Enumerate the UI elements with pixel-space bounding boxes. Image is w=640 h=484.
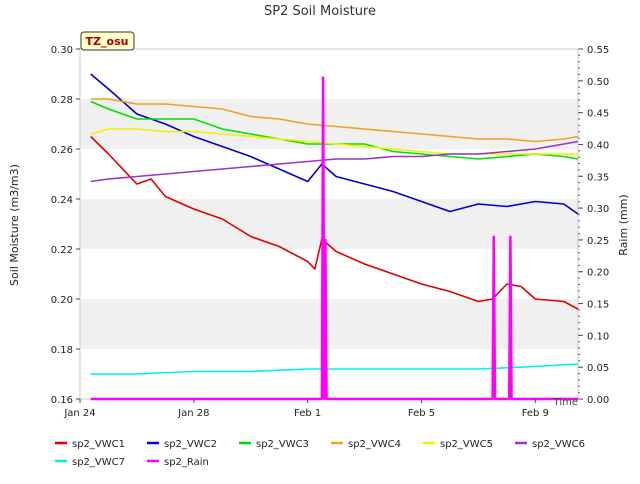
series-line-sp2-vwc6: [90, 140, 579, 183]
y2-tick-label: 0.20: [587, 268, 609, 279]
series-line-sp2-vwc7: [90, 363, 579, 375]
y2-tick-label: 0.30: [587, 204, 609, 215]
x-tick-label: Jan 28: [177, 408, 209, 419]
y-axis-label: Soil Moisture (m3/m3): [8, 164, 21, 286]
x-axis-label: Time: [553, 397, 578, 408]
legend-label: sp2_VWC6: [532, 439, 585, 450]
legend-label: sp2_Rain: [164, 457, 209, 468]
legend-label: sp2_VWC7: [72, 457, 125, 468]
legend-label: sp2_VWC1: [72, 439, 125, 450]
grid-band: [80, 299, 578, 349]
x-tick-label: Feb 5: [408, 408, 435, 419]
y-tick-label: 0.28: [51, 95, 73, 106]
y2-tick-label: 0.45: [587, 109, 609, 120]
x-tick-label: Jan 24: [63, 408, 95, 419]
y2-tick-label: 0.35: [587, 172, 609, 183]
series-line-sp2-rain: [90, 76, 578, 401]
y-tick-label: 0.30: [51, 45, 73, 56]
legend: sp2_VWC1 sp2_VWC2 sp2_VWC3 sp2_VWC4 sp2_VWC5…: [55, 439, 585, 468]
legend-label: sp2_VWC5: [440, 439, 493, 450]
legend-label: sp2_VWC4: [348, 439, 401, 450]
y2-tick-label: 0.50: [587, 77, 609, 88]
y2-tick-label: 0.40: [587, 140, 609, 151]
y-tick-label: 0.16: [51, 395, 73, 406]
legend-label: sp2_VWC2: [164, 439, 217, 450]
series-line-sp2-vwc2: [90, 73, 579, 215]
x-tick-label: Feb 9: [522, 408, 549, 419]
y2-tick-label: 0.55: [587, 45, 609, 56]
y-tick-label: 0.22: [51, 245, 73, 256]
y2-tick-label: 0.00: [587, 395, 609, 406]
y-tick-label: 0.24: [51, 195, 73, 206]
y2-axis-label: Raim (mm): [617, 194, 630, 255]
grid-band: [80, 49, 578, 99]
y2-tick-label: 0.05: [587, 363, 609, 374]
grid-band: [80, 99, 578, 149]
legend-label: sp2_VWC3: [256, 439, 309, 450]
series-line-sp2-vwc5: [90, 128, 578, 155]
site-badge-box: [80, 31, 135, 51]
grid-band: [80, 249, 578, 299]
y2-tick-label: 0.15: [587, 300, 609, 311]
y2-tick-label: 0.25: [587, 236, 609, 247]
site-badge: TZ_osu: [80, 31, 135, 51]
site-badge-label: TZ_osu: [86, 35, 129, 48]
y-tick-label: 0.26: [51, 145, 73, 156]
series-line-sp2-vwc4: [90, 98, 579, 143]
y2-tick-label: 0.10: [587, 331, 609, 342]
chart-title: SP2 Soil Moisture: [264, 4, 376, 19]
y-tick-label: 0.18: [51, 345, 73, 356]
x-tick-label: Feb 1: [294, 408, 321, 419]
y-tick-label: 0.20: [51, 295, 73, 306]
